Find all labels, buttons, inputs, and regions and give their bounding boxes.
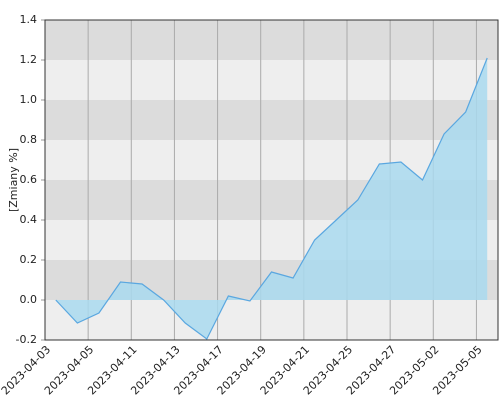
area (55, 58, 488, 339)
y-tick-label: 0.4 (20, 213, 38, 226)
band (45, 20, 498, 60)
band (45, 100, 498, 140)
line (55, 57, 488, 340)
y-axis-label: [Zmiany %] (7, 148, 20, 212)
y-tick-label: 1.2 (20, 53, 38, 66)
y-tick-label: 1.0 (20, 93, 38, 106)
band (45, 60, 498, 100)
plot-frame (44, 19, 499, 341)
y-tick-label: 0.6 (20, 173, 38, 186)
y-tick-label: -0.2 (16, 333, 37, 346)
y-tick-label: 0.8 (20, 133, 38, 146)
band (45, 300, 498, 340)
y-tick-label: 1.4 (20, 13, 38, 26)
band (45, 140, 498, 180)
y-tick-label: 0.0 (20, 293, 38, 306)
y-tick-label: 0.2 (20, 253, 38, 266)
